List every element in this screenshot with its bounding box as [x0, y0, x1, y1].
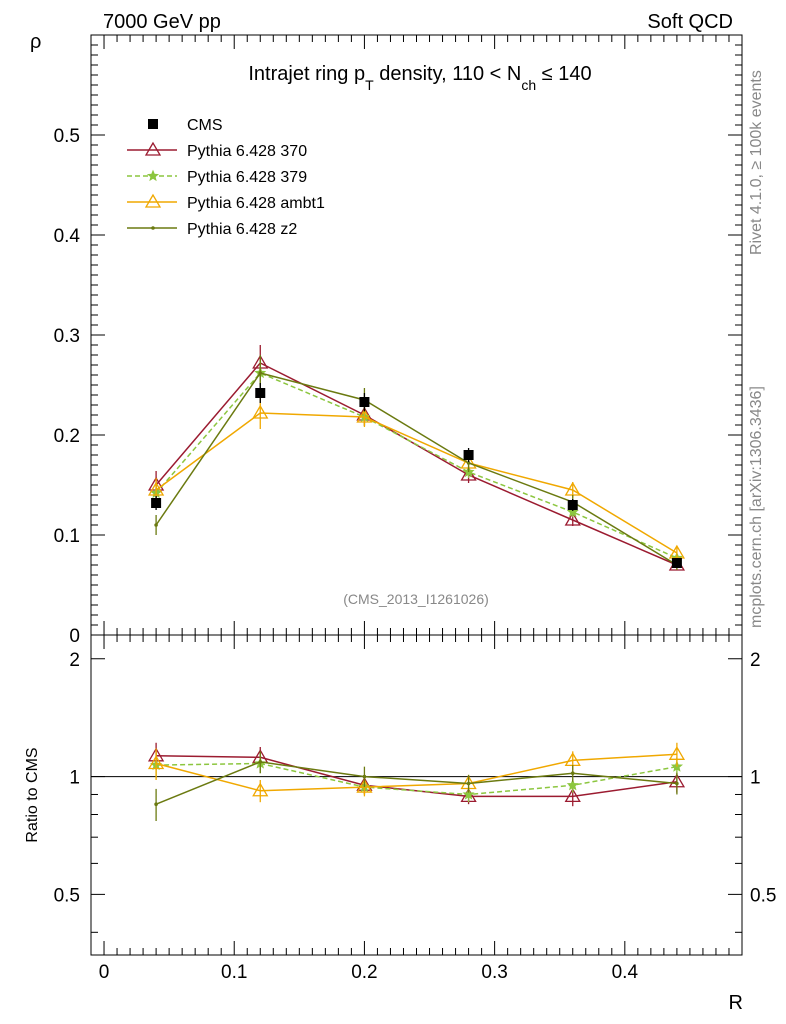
ratio-point: [668, 746, 686, 760]
x-tick-label: 0.3: [481, 962, 507, 983]
title-part-b: density, 110 < N: [374, 63, 522, 85]
series-line-3: [155, 372, 678, 566]
x-tick-label: 0: [99, 962, 110, 983]
header-left: 7000 GeV pp: [103, 11, 221, 33]
ratio-point: [675, 781, 679, 786]
ratio-plot-frame: [90, 634, 743, 956]
header-right: Soft QCD: [647, 11, 733, 33]
series-point: [154, 523, 158, 527]
ratio-point: [564, 788, 581, 803]
mcplots-label: mcplots.cern.ch [arXiv:1306.3436]: [748, 386, 765, 628]
data-point: [463, 450, 474, 460]
series-point: [147, 481, 165, 496]
x-tick-label: 0.4: [612, 962, 639, 983]
ratio-line-1: [156, 762, 678, 796]
legend: CMS Pythia 6.428 370 Pythia 6.428 379 Pythi…: [127, 117, 325, 238]
series-line-1: [155, 372, 678, 559]
ratio-y-axis-label: Ratio to CMS: [24, 747, 41, 842]
x-tick-label: 0.2: [351, 962, 377, 983]
series-point: [258, 371, 263, 375]
ratio-point: [462, 788, 475, 800]
y-tick-label: 0.3: [54, 326, 80, 347]
ratio-point: [258, 760, 263, 764]
ratio-tick-label-left: 0.5: [54, 885, 80, 906]
title-sub-ch: ch: [521, 77, 536, 93]
ratio-line-3: [155, 761, 677, 805]
series-point: [566, 505, 579, 518]
series-line-2: [155, 412, 678, 554]
y-tick-label: 0.4: [54, 226, 81, 247]
axis-ticks: 0 0.1 0.2 0.3 0.4 0 0.1 0.2 0.3 0.4 0.5 0.5 0.5 1 1 2 2: [54, 35, 776, 983]
series-point: [356, 408, 373, 423]
ratio-point: [147, 755, 165, 770]
x-axis-label: R: [729, 992, 743, 1014]
data-point: [567, 500, 578, 510]
ratio-point: [570, 771, 575, 776]
ratio-point: [154, 802, 158, 806]
rivet-label: Rivet 4.1.0, ≥ 100k events: [748, 70, 765, 255]
data-point: [359, 397, 370, 407]
y-tick-label: 0.5: [54, 126, 80, 147]
legend-label-3: Pythia 6.428 z2: [187, 221, 297, 238]
ratio-tick-label-left: 2: [69, 650, 80, 671]
series-point: [252, 404, 269, 419]
data-point: [671, 558, 682, 568]
y-tick-label: 0.2: [54, 426, 80, 447]
series-line-0: [155, 362, 678, 566]
ratio-line-2: [155, 753, 677, 792]
legend-label-0: Pythia 6.428 370: [187, 143, 307, 160]
ratio-point: [566, 778, 579, 791]
series-point: [466, 461, 471, 465]
title-sub-t: T: [365, 77, 374, 93]
legend-label-1: Pythia 6.428 379: [187, 169, 307, 186]
ratio-point: [466, 781, 471, 786]
ratio-tick-label-left: 1: [69, 768, 80, 789]
ratio-line-0: [156, 755, 678, 798]
legend-marker-0: [144, 141, 162, 156]
data-point: [151, 498, 162, 508]
ratio-tick-label-right: 1: [750, 768, 761, 789]
title-part-c: ≤ 140: [536, 63, 591, 85]
legend-cms-marker: [148, 119, 158, 129]
legend-marker-3: [151, 226, 155, 230]
ratio-tick-label-right: 0.5: [750, 885, 776, 906]
data-point: [255, 388, 266, 398]
legend-marker-1: [146, 169, 160, 182]
legend-label-cms: CMS: [187, 117, 223, 134]
series-point: [564, 511, 581, 526]
y-tick-label: 0: [69, 626, 80, 647]
chart-marks: [91, 345, 742, 821]
ratio-point: [356, 778, 373, 793]
y-tick-label: 0.1: [54, 526, 80, 547]
ratio-tick-label-right: 2: [750, 650, 761, 671]
title-part-a: Intrajet ring p: [248, 63, 365, 85]
x-tick-label: 0.1: [221, 962, 247, 983]
analysis-watermark: (CMS_2013_I1261026): [343, 591, 489, 607]
legend-label-2: Pythia 6.428 ambt1: [187, 195, 325, 212]
ratio-point: [252, 782, 269, 797]
ratio-point: [362, 774, 367, 779]
legend-marker-2: [144, 193, 162, 208]
y-axis-label: ρ: [30, 31, 41, 53]
chart-title: Intrajet ring pT density, 110 < Nch ≤ 14…: [248, 63, 591, 93]
